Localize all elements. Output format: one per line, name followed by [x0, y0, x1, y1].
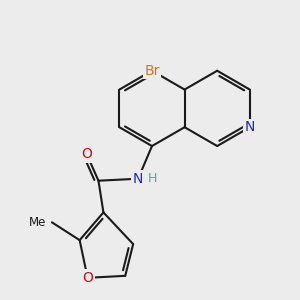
Text: O: O	[81, 147, 92, 161]
Text: Me: Me	[29, 216, 47, 229]
Text: N: N	[133, 172, 143, 186]
Text: O: O	[82, 271, 93, 285]
Text: H: H	[147, 172, 157, 185]
Text: Br: Br	[144, 64, 160, 78]
Text: N: N	[244, 120, 255, 134]
